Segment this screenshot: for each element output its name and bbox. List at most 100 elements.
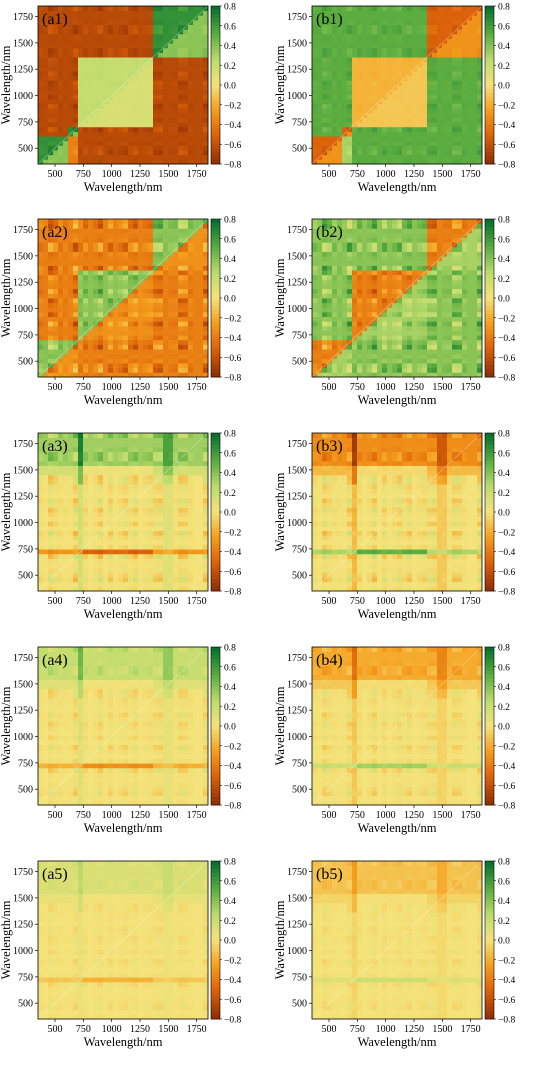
heatmap-cell <box>397 270 403 276</box>
heatmap-cell <box>143 43 149 49</box>
heatmap-cell <box>402 256 408 262</box>
heatmap-cell <box>128 103 134 109</box>
heatmap-cell <box>422 61 428 67</box>
heatmap-cell <box>183 321 189 327</box>
heatmap-cell <box>377 270 383 276</box>
heatmap-cell <box>88 270 94 276</box>
y-tick-label: 500 <box>292 357 307 368</box>
heatmap-cell <box>382 251 388 257</box>
heatmap-cell <box>387 232 393 238</box>
heatmap-cell <box>432 284 438 290</box>
heatmap-cell <box>472 232 478 238</box>
heatmap-cell <box>412 19 418 25</box>
heatmap-cell <box>108 284 114 290</box>
heatmap-cell <box>98 219 104 225</box>
heatmap-cell <box>58 19 64 25</box>
heatmap-cell <box>38 279 44 285</box>
heatmap-cell <box>477 302 483 308</box>
heatmap-cell <box>392 219 398 225</box>
heatmap-cell <box>407 311 413 317</box>
heatmap-cell <box>73 256 79 262</box>
y-tick-label: 1500 <box>287 251 307 262</box>
colorbar-segment <box>211 270 220 275</box>
heatmap-cell <box>123 251 129 257</box>
heatmap-cell <box>53 85 59 91</box>
heatmap-cell <box>457 237 463 243</box>
heatmap-cell <box>377 335 383 341</box>
heatmap-cell <box>427 33 433 39</box>
heatmap-cell <box>53 131 59 137</box>
heatmap-cell <box>402 246 408 252</box>
heatmap-cell <box>168 251 174 257</box>
heatmap-cell <box>113 311 119 317</box>
heatmap-cell <box>103 335 109 341</box>
heatmap-cell <box>153 24 159 30</box>
heatmap-cell <box>113 47 119 53</box>
heatmap-cell <box>68 330 74 336</box>
heatmap-cell <box>38 57 44 63</box>
heatmap-cell <box>442 140 448 146</box>
heatmap-cell <box>158 279 164 285</box>
heatmap-cell <box>188 219 194 225</box>
heatmap-cell <box>407 298 413 304</box>
heatmap-cell <box>377 136 383 142</box>
heatmap-cell <box>178 19 184 25</box>
heatmap-cell <box>163 10 169 16</box>
heatmap-cell <box>193 52 199 58</box>
heatmap-cell <box>442 358 448 364</box>
heatmap-cell <box>113 344 119 350</box>
heatmap-cell <box>462 136 468 142</box>
heatmap-cell <box>128 61 134 67</box>
heatmap-cell <box>447 372 453 378</box>
heatmap-cell <box>352 126 358 132</box>
heatmap-cell <box>372 52 378 58</box>
heatmap-cell <box>53 33 59 39</box>
heatmap-cell <box>312 321 318 327</box>
heatmap-cell <box>148 145 154 151</box>
heatmap-cell <box>198 122 204 128</box>
heatmap-cell <box>442 321 448 327</box>
heatmap-cell <box>108 363 114 369</box>
heatmap-cell <box>158 367 164 373</box>
heatmap-cell <box>128 52 134 58</box>
heatmap-cell <box>367 29 373 35</box>
heatmap-cell <box>153 150 159 156</box>
heatmap-cell <box>203 33 209 39</box>
heatmap-cell <box>387 307 393 313</box>
heatmap-cell <box>173 232 179 238</box>
heatmap-cell <box>203 307 209 313</box>
heatmap-cell <box>417 66 423 72</box>
heatmap-cell <box>163 80 169 86</box>
heatmap-cell <box>427 61 433 67</box>
heatmap-cell <box>407 103 413 109</box>
heatmap-cell <box>53 52 59 58</box>
heatmap-cell <box>422 372 428 378</box>
heatmap-cell <box>407 19 413 25</box>
heatmap-cell <box>178 71 184 77</box>
heatmap-cell <box>178 43 184 49</box>
heatmap-cell <box>43 66 49 72</box>
heatmap-cell <box>337 159 343 165</box>
heatmap-cell <box>38 363 44 369</box>
heatmap-cell <box>58 52 64 58</box>
heatmap-cell <box>53 330 59 336</box>
heatmap-cell <box>382 321 388 327</box>
heatmap-cell <box>73 150 79 156</box>
heatmap-cell <box>417 94 423 100</box>
heatmap-cell <box>58 6 64 12</box>
heatmap-cell <box>203 251 209 257</box>
heatmap-cell <box>422 29 428 35</box>
heatmap-cell <box>178 363 184 369</box>
heatmap-cell <box>108 47 114 53</box>
heatmap-cell <box>68 80 74 86</box>
heatmap-cell <box>407 29 413 35</box>
heatmap-cell <box>472 85 478 91</box>
heatmap-cell <box>118 112 124 118</box>
heatmap-cell <box>143 339 149 345</box>
heatmap-cell <box>417 339 423 345</box>
heatmap-cell <box>38 270 44 276</box>
heatmap-cell <box>447 246 453 252</box>
heatmap-cell <box>382 80 388 86</box>
heatmap-cell <box>153 256 159 262</box>
heatmap-cell <box>38 223 44 229</box>
